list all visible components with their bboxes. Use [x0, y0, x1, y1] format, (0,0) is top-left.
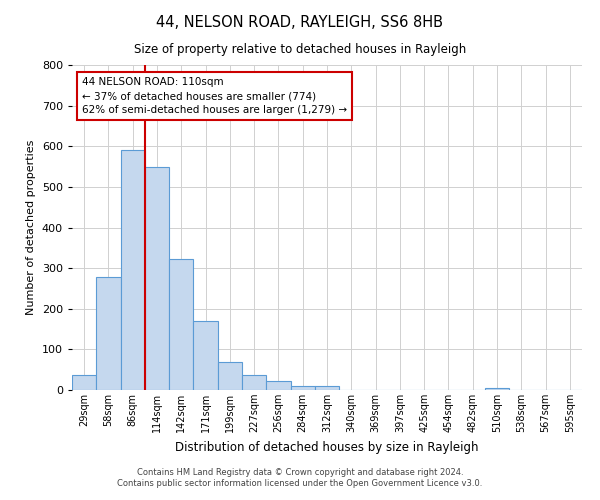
X-axis label: Distribution of detached houses by size in Rayleigh: Distribution of detached houses by size …: [175, 440, 479, 454]
Y-axis label: Number of detached properties: Number of detached properties: [26, 140, 36, 315]
Bar: [266, 381, 290, 390]
Bar: [121, 150, 145, 390]
Bar: [145, 166, 169, 390]
Bar: [290, 386, 315, 390]
Text: Contains HM Land Registry data © Crown copyright and database right 2024.
Contai: Contains HM Land Registry data © Crown c…: [118, 468, 482, 487]
Text: 44, NELSON ROAD, RAYLEIGH, SS6 8HB: 44, NELSON ROAD, RAYLEIGH, SS6 8HB: [157, 15, 443, 30]
Bar: [315, 386, 339, 390]
Text: Size of property relative to detached houses in Rayleigh: Size of property relative to detached ho…: [134, 42, 466, 56]
Bar: [96, 277, 121, 390]
Bar: [485, 388, 509, 390]
Bar: [242, 374, 266, 390]
Bar: [72, 374, 96, 390]
Bar: [218, 362, 242, 390]
Bar: [193, 321, 218, 390]
Text: 44 NELSON ROAD: 110sqm
← 37% of detached houses are smaller (774)
62% of semi-de: 44 NELSON ROAD: 110sqm ← 37% of detached…: [82, 77, 347, 115]
Bar: [169, 259, 193, 390]
